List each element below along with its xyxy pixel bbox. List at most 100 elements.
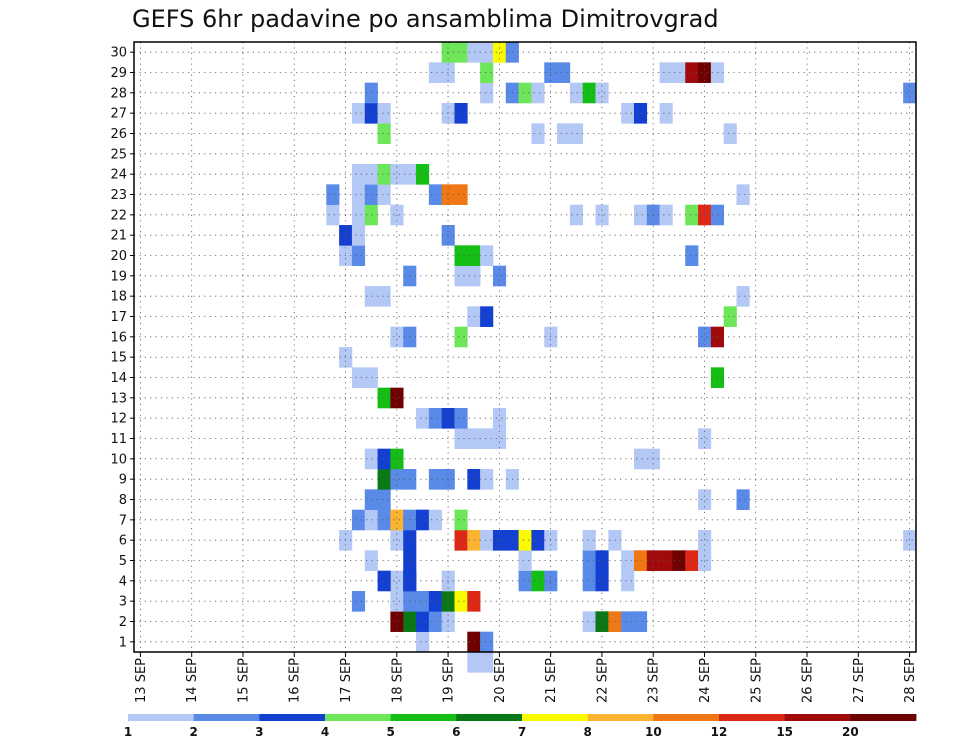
heatmap-cell (467, 530, 481, 551)
colorbar-segment (784, 714, 851, 721)
heatmap-cell (351, 184, 366, 205)
heatmap-cell (723, 306, 737, 327)
heatmap-cell (467, 265, 481, 287)
heatmap-cell (467, 631, 481, 653)
heatmap-cell (582, 611, 596, 632)
heatmap-cell (390, 570, 404, 592)
heatmap-cell (685, 245, 699, 266)
heatmap-cell (480, 62, 494, 83)
heatmap-cell (557, 123, 571, 144)
heatmap-cell (351, 245, 366, 266)
heatmap-cell (685, 204, 699, 226)
heatmap-cell (416, 408, 430, 429)
heatmap-cell (467, 591, 481, 612)
y-tick-label: 24 (110, 168, 127, 183)
x-axis: 13 SEP 14 SEP 15 SEP 16 SEP 17 SEP 18 SEP 19 S… (134, 652, 918, 703)
colorbar-label: 1 (124, 725, 132, 739)
heatmap-cell (595, 611, 609, 632)
y-axis: 1234567891011121314151617181920212223242… (110, 46, 134, 650)
colorbar-segment (390, 714, 457, 721)
heatmap-cell (377, 469, 391, 490)
x-tick-label: 15 SEP (236, 658, 251, 703)
x-tick-label: 20 SEP (493, 658, 508, 703)
heatmap-cell (480, 306, 494, 327)
heatmap-cell (377, 103, 391, 124)
heatmap-cell (416, 631, 430, 653)
heatmap-cell (531, 82, 545, 104)
heatmap-cell (454, 509, 468, 531)
heatmap-cell (364, 489, 378, 510)
heatmap-cell (467, 652, 481, 673)
y-tick-label: 27 (110, 107, 127, 122)
heatmap-cell (351, 225, 366, 246)
heatmap-cell (736, 489, 750, 510)
heatmap-cell (416, 509, 430, 531)
colorbar-label: 3 (255, 725, 263, 739)
y-tick-label: 30 (110, 46, 127, 61)
heatmap-cell (531, 123, 545, 144)
heatmap-cell (428, 408, 442, 429)
colorbar: 1 2 3 4 5 6 7 8 10 12 15 20 (124, 714, 917, 739)
grid-lines (134, 42, 916, 652)
y-tick-label: 14 (110, 371, 127, 386)
heatmap-cell (569, 82, 583, 104)
heatmap-cell (390, 611, 404, 632)
heatmap-cell (903, 82, 917, 104)
colorbar-segment (719, 714, 786, 721)
heatmap-cell (390, 469, 404, 490)
y-tick-label: 10 (110, 452, 127, 467)
x-tick-label: 13 SEP (134, 658, 149, 703)
heatmap-cell (428, 62, 442, 83)
heatmap-cell (377, 123, 391, 144)
heatmap-cell (698, 62, 712, 83)
heatmap-cell (467, 245, 481, 266)
heatmap-cell (659, 103, 673, 124)
heatmap-cell (698, 489, 712, 510)
heatmap-cell (595, 570, 609, 592)
x-tick-label: 14 SEP (185, 658, 200, 703)
heatmap-cell (377, 448, 391, 470)
x-tick-label: 19 SEP (442, 658, 457, 703)
y-tick-label: 1 (119, 635, 127, 650)
heatmap-cell (569, 123, 583, 144)
heatmap-cell (377, 164, 391, 185)
heatmap-cell (351, 204, 366, 226)
y-tick-label: 25 (110, 147, 127, 162)
heatmap-cell (377, 286, 391, 307)
colorbar-segment (193, 714, 260, 721)
colorbar-label: 2 (189, 725, 197, 739)
heatmap-cell (595, 82, 609, 104)
heatmap-cell (531, 570, 545, 592)
heatmap-cell (416, 591, 430, 612)
heatmap-cell (377, 184, 391, 205)
heatmap-cell (454, 103, 468, 124)
heatmap-cell (390, 530, 404, 551)
heatmap-cell (454, 408, 468, 429)
heatmap-cell (492, 42, 507, 63)
heatmap-cell (480, 42, 494, 63)
y-tick-label: 8 (119, 493, 127, 508)
x-tick-label: 16 SEP (288, 658, 303, 703)
colorbar-label: 6 (452, 725, 460, 739)
heatmap-cell (364, 448, 378, 470)
heatmap-cell (377, 387, 391, 409)
heatmap-cell (582, 570, 596, 592)
heatmap-cell (351, 164, 366, 185)
heatmap-cell (903, 530, 917, 551)
y-tick-label: 21 (110, 229, 127, 244)
heatmap-cell (736, 286, 750, 307)
heatmap-cell (364, 82, 378, 104)
heatmap-cell (492, 265, 507, 287)
chart-title: GEFS 6hr padavine po ansamblima Dimitrov… (132, 5, 719, 33)
y-tick-label: 18 (110, 290, 127, 305)
colorbar-label: 5 (386, 725, 394, 739)
x-tick-label: 23 SEP (647, 658, 662, 703)
y-tick-label: 20 (110, 249, 127, 264)
heatmap-cell (633, 448, 648, 470)
heatmap-cell (685, 550, 699, 571)
heatmap-cell (351, 509, 366, 531)
heatmap-cell (364, 367, 378, 388)
heatmap-cell (518, 530, 532, 551)
heatmap-cell (672, 550, 686, 571)
colorbar-segment (522, 714, 589, 721)
